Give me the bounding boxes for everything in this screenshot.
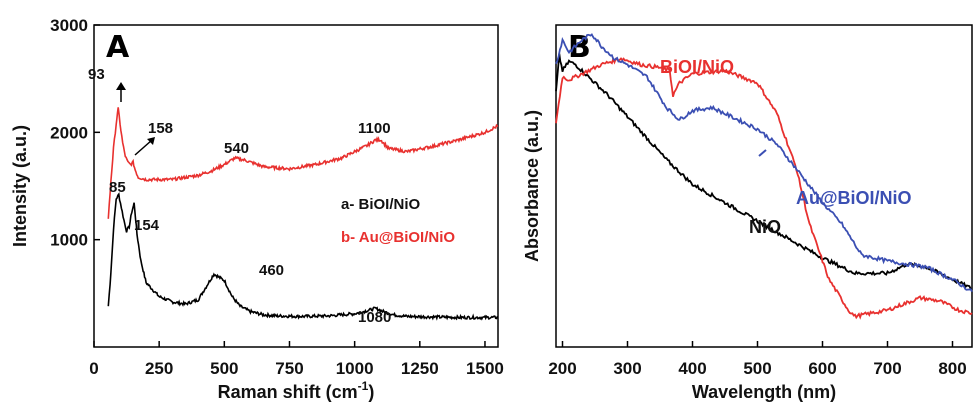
panel-a-ylabel: Intensity (a.u.) <box>10 125 30 247</box>
series-line-bioi-nio-b <box>555 56 973 320</box>
panel-a-label: A <box>106 30 130 65</box>
peak-label-85: 85 <box>109 179 126 196</box>
series-line-au-bioi-nio <box>107 107 499 219</box>
b-xtick-label: 500 <box>743 359 771 378</box>
panel-b-frame <box>555 24 973 348</box>
peak-label-158: 158 <box>148 120 173 137</box>
legend-entry-a: a- BiOI/NiO <box>341 196 421 213</box>
a-xtick-label: 500 <box>210 359 238 378</box>
series-line-au-bioi-nio-b <box>555 33 973 293</box>
b-xtick-label: 300 <box>613 359 641 378</box>
a-xtick-label: 1500 <box>466 359 504 378</box>
series-line-bioi-nio <box>107 192 499 321</box>
peak-label-540: 540 <box>224 140 249 157</box>
a-xtick-label: 750 <box>275 359 303 378</box>
peak-label-1080: 1080 <box>358 309 391 326</box>
panel-a-frame <box>93 24 499 348</box>
panel-a: A 0 250 500 750 1000 1250 1500 1000 2000 3000 Ra… <box>10 16 504 402</box>
a-ytick-label: 2000 <box>50 123 88 142</box>
a-xtick-label: 1250 <box>401 359 439 378</box>
panel-a-xlabel: Raman shift (cm-1) <box>218 379 375 402</box>
series-line-nio <box>555 53 973 290</box>
b-xtick-label: 200 <box>548 359 576 378</box>
a-xtick-label: 0 <box>89 359 98 378</box>
peak-label-1100: 1100 <box>358 120 391 137</box>
b-xtick-label: 600 <box>808 359 836 378</box>
peak-label-460: 460 <box>259 262 284 279</box>
peak-arrowhead-158 <box>147 137 155 145</box>
a-xtick-label: 1000 <box>336 359 374 378</box>
peak-arrow-158 <box>134 139 153 156</box>
peak-label-154: 154 <box>134 217 160 234</box>
b-xtick-label: 800 <box>938 359 966 378</box>
pointer-tick <box>758 149 767 157</box>
legend-entry-b: b- Au@BiOI/NiO <box>341 229 455 246</box>
b-xtick-label: 400 <box>678 359 706 378</box>
b-xtick-label: 700 <box>873 359 901 378</box>
a-ytick-label: 1000 <box>50 231 88 250</box>
a-xtick-label: 250 <box>145 359 173 378</box>
panel-b-ylabel: Absorbance (a.u.) <box>522 110 542 262</box>
panel-b: B 200 300 400 500 600 700 800 Wavelength (nm) … <box>522 24 973 402</box>
peak-arrowhead-93 <box>116 82 126 90</box>
series-label-au-bioi-nio: Au@BiOI/NiO <box>796 188 912 208</box>
a-ytick-label: 3000 <box>50 16 88 35</box>
series-label-bioi-nio: BiOI/NiO <box>660 57 734 77</box>
panel-b-xlabel: Wavelength (nm) <box>692 382 836 402</box>
series-label-nio: NiO <box>749 217 781 237</box>
peak-label-93: 93 <box>88 66 105 83</box>
